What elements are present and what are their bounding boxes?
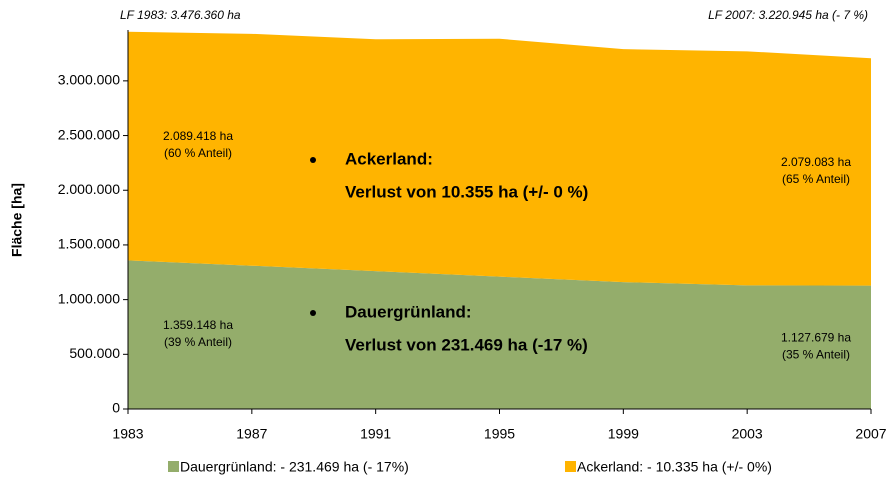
x-tick-label: 2007 xyxy=(855,426,886,442)
y-tick-label: 0 xyxy=(112,400,120,416)
annotation: Dauergrünland: xyxy=(345,302,472,321)
y-tick-label: 500.000 xyxy=(69,345,120,361)
data-label: 1.127.679 ha xyxy=(781,330,851,344)
y-tick-label: 3.000.000 xyxy=(58,72,120,88)
bullet xyxy=(310,310,316,316)
data-label: 2.089.418 ha xyxy=(163,129,233,143)
annotation: LF 2007: 3.220.945 ha (- 7 %) xyxy=(708,8,868,22)
annotation: Verlust von 231.469 ha (-17 %) xyxy=(345,335,588,354)
bullet xyxy=(310,157,316,163)
x-tick-label: 1999 xyxy=(608,426,639,442)
y-tick-label: 1.000.000 xyxy=(58,290,120,306)
x-tick-label: 1995 xyxy=(484,426,515,442)
data-label: (65 % Anteil) xyxy=(782,172,850,186)
data-label: (60 % Anteil) xyxy=(164,146,232,160)
y-tick-label: 1.500.000 xyxy=(58,236,120,252)
area xyxy=(128,31,871,286)
data-label: 2.079.083 ha xyxy=(781,155,851,169)
data-label: (35 % Anteil) xyxy=(782,347,850,361)
x-tick-label: 1991 xyxy=(360,426,391,442)
x-tick-label: 1987 xyxy=(236,426,267,442)
legend-label: Ackerland: - 10.335 ha (+/- 0%) xyxy=(577,459,772,475)
x-tick-label: 2003 xyxy=(732,426,763,442)
y-tick-label: 2.000.000 xyxy=(58,181,120,197)
x-tick-label: 1983 xyxy=(112,426,143,442)
data-label: (39 % Anteil) xyxy=(164,335,232,349)
y-axis-label: Fläche [ha] xyxy=(9,183,25,257)
legend-label: Dauergrünland: - 231.469 ha (- 17%) xyxy=(180,459,409,475)
annotation: Ackerland: xyxy=(345,149,433,168)
y-tick-label: 2.500.000 xyxy=(58,126,120,142)
data-label: 1.359.148 ha xyxy=(163,318,233,332)
legend-swatch xyxy=(565,461,576,472)
area xyxy=(128,260,871,409)
annotation: LF 1983: 3.476.360 ha xyxy=(120,8,241,22)
annotation: Verlust von 10.355 ha (+/- 0 %) xyxy=(345,182,588,201)
legend-swatch xyxy=(168,461,179,472)
